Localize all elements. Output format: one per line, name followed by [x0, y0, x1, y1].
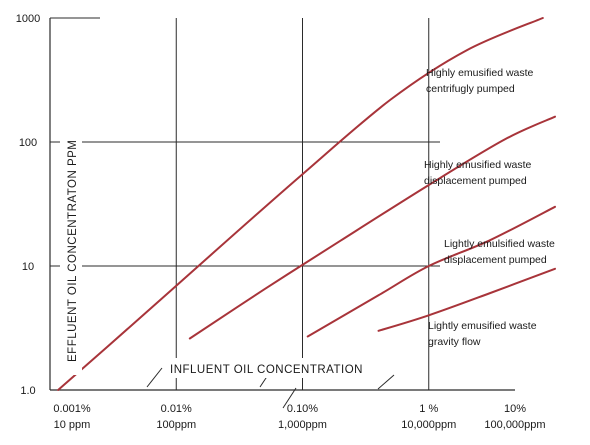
x-axis-title-pointer-left	[146, 367, 163, 388]
series-label-1: centrifugly pumped	[426, 83, 515, 95]
y-tick-label: 1.0	[20, 385, 35, 397]
data-curves	[57, 17, 556, 391]
x-tick-label-pct: 10%	[504, 403, 526, 415]
series-label-2: displacement pumped	[424, 175, 527, 187]
x-tick-label-ppm: 10 ppm	[54, 419, 91, 431]
series-label-1: Highly emusified waste	[426, 67, 534, 79]
series-label-4: Lightly emusified waste	[428, 320, 537, 332]
x-tick-label-pct: 0.001%	[53, 403, 91, 415]
series-line-4	[377, 267, 556, 332]
x-tick-label-pct: 0.10%	[287, 403, 318, 415]
y-tick-labels: 1.0 10 100 1000	[16, 13, 40, 397]
y-axis-title: EFFLUENT OIL CONCENTRATON PPM	[67, 140, 79, 362]
series-label-4: gravity flow	[428, 336, 481, 348]
y-tick-label: 10	[22, 261, 34, 273]
series-label-3: displacement pumped	[444, 254, 547, 266]
x-axis-title-pointer-right	[282, 387, 297, 409]
series-line-1	[57, 17, 544, 391]
y-tick-label: 100	[19, 137, 37, 149]
x-tick-label-ppm: 1,000ppm	[278, 419, 327, 431]
x-tick-label-pct: 1 %	[419, 403, 438, 415]
x-axis-title-pointer-far	[377, 374, 395, 390]
x-axis-title-group: INFLUENT OIL CONCENTRATION	[146, 358, 395, 409]
series-label-2: Highly emusified waste	[424, 159, 532, 171]
x-tick-label-pct: 0.01%	[161, 403, 192, 415]
series-label-3: Lightly emulsified waste	[444, 238, 555, 250]
x-tick-label-ppm: 100ppm	[156, 419, 196, 431]
x-tick-label-ppm: 10,000ppm	[401, 419, 456, 431]
y-axis-title-group: EFFLUENT OIL CONCENTRATON PPM	[60, 85, 82, 375]
x-tick-labels: 0.001% 10 ppm 0.01% 100ppm 0.10% 1,000ppm 1 % 1…	[53, 403, 545, 431]
x-axis-title: INFLUENT OIL CONCENTRATION	[170, 364, 363, 376]
series-line-2	[188, 115, 556, 340]
series-annotations: Highly emusified waste centrifugly pumped…	[424, 67, 555, 348]
y-tick-label: 1000	[16, 13, 40, 25]
series-line-3	[306, 205, 556, 338]
grid-lines	[49, 17, 515, 391]
x-tick-label-ppm: 100,000ppm	[484, 419, 545, 431]
